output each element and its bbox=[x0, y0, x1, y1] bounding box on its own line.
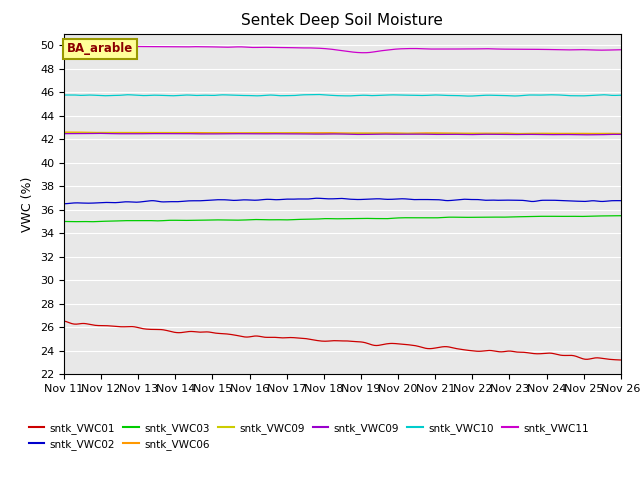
Legend: sntk_VWC01, sntk_VWC02, sntk_VWC03, sntk_VWC06, sntk_VWC09, sntk_VWC09, sntk_VWC: sntk_VWC01, sntk_VWC02, sntk_VWC03, sntk… bbox=[25, 419, 593, 454]
Y-axis label: VWC (%): VWC (%) bbox=[22, 176, 35, 232]
Title: Sentek Deep Soil Moisture: Sentek Deep Soil Moisture bbox=[241, 13, 444, 28]
Text: BA_arable: BA_arable bbox=[67, 42, 133, 55]
